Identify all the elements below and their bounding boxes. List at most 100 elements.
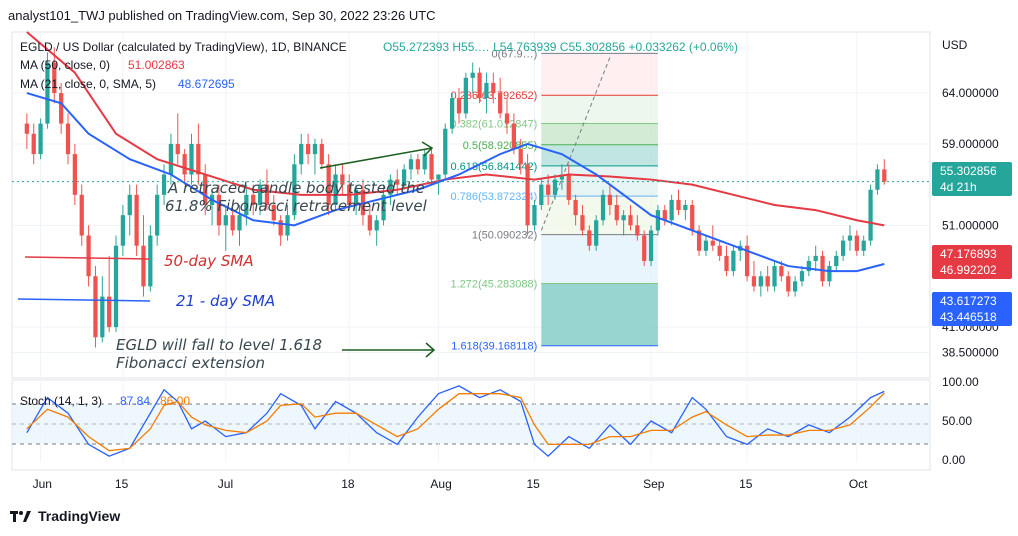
candle-body-61 <box>443 128 448 175</box>
candle-body-25 <box>196 143 201 175</box>
price-badge-0 <box>932 162 1012 196</box>
stoch-axis: 100.00 50.00 0.00 <box>942 375 979 467</box>
candle-body-33 <box>251 194 256 205</box>
fib-band-2 <box>541 123 658 145</box>
candle-body-120 <box>847 235 853 241</box>
candle-body-112 <box>792 281 798 292</box>
candle-body-92 <box>655 210 661 231</box>
candle-body-62 <box>450 98 455 129</box>
candle-body-4 <box>52 62 57 94</box>
time-axis: Jun 15 Jul 18 Aug 15 Sep 15 Oct <box>33 477 869 491</box>
fib-band-0 <box>541 53 658 96</box>
candle-body-124 <box>875 169 880 190</box>
ma21-line <box>26 92 885 273</box>
candle-body-75 <box>539 184 544 205</box>
stoch-k-line <box>26 385 885 457</box>
candle-body-15 <box>127 194 132 216</box>
candle-body-6 <box>65 123 71 155</box>
candle-body-7 <box>72 154 78 195</box>
fib-band-3 <box>541 144 658 166</box>
candle-body-71 <box>511 123 517 150</box>
fib-trend-line <box>540 57 611 231</box>
price-badge-2 <box>932 292 1012 326</box>
tradingview-logo[interactable]: TradingView <box>10 508 120 524</box>
price-badge-1 <box>932 245 1012 279</box>
candle-body-117 <box>827 266 832 282</box>
candle-body-18 <box>148 235 153 287</box>
tradingview-brand: TradingView <box>38 508 121 524</box>
candle-body-63 <box>456 98 462 114</box>
annotation-retrace-2: 61.8% Fibonacci retracement level <box>165 197 428 215</box>
candle-body-21 <box>168 143 174 175</box>
fib-zone: 0(67.9…) 0.236(63.792652) 0.382(61.012847)… <box>450 48 658 353</box>
candle-body-76 <box>546 184 551 195</box>
candle-body-3 <box>45 62 50 124</box>
annotation-sma50: 50-day SMA <box>164 252 254 270</box>
price-badge-sub-1: 46.992202 <box>940 263 997 277</box>
candle-body-101 <box>717 245 722 256</box>
candle-body-78 <box>559 174 565 180</box>
candle-body-122 <box>861 240 866 251</box>
candle-body-85 <box>607 194 613 205</box>
annotation-sma21: 21 - day SMA <box>176 292 275 310</box>
candle-body-37 <box>278 220 283 236</box>
stoch-lines <box>26 385 885 457</box>
price-badge-sub-2: 43.446518 <box>940 310 997 324</box>
candle-body-13 <box>113 245 119 328</box>
price-badge-sub-0: 4d 21h <box>940 180 977 194</box>
candle-body-82 <box>587 230 592 246</box>
ma50-line <box>26 31 885 227</box>
candle-body-64 <box>463 77 468 114</box>
annotation-arrow-retrace <box>319 147 433 169</box>
candle-body-17 <box>141 245 146 287</box>
price-tick-0: 64.000000 <box>942 86 999 100</box>
fib-band-5 <box>541 196 658 235</box>
sma50-pointer-line <box>24 256 151 260</box>
candle-body-74 <box>532 205 537 226</box>
ohlc-legend: O55.272393 H55.… L54.763939 C55.302856 +… <box>383 40 738 54</box>
candle-body-111 <box>786 276 791 292</box>
annotation-fall-2: Fibonacci extension <box>116 354 265 372</box>
fib-level-label-3: 0.5(58.920855) <box>463 140 538 152</box>
candle-body-77 <box>552 179 558 195</box>
time-tick-2: Jul <box>218 477 233 491</box>
candle-body-36 <box>271 205 276 221</box>
candle-body-113 <box>799 271 805 282</box>
candle-body-12 <box>107 296 112 328</box>
candle-body-110 <box>779 266 784 277</box>
time-tick-1: 15 <box>115 477 129 491</box>
price-tick-1: 59.000000 <box>942 137 999 151</box>
candle-body-114 <box>806 260 811 272</box>
candle-body-52 <box>381 194 386 221</box>
candle-body-53 <box>388 179 393 195</box>
time-tick-7: 15 <box>739 477 753 491</box>
candle-body-93 <box>662 210 667 221</box>
candle-body-65 <box>470 72 475 78</box>
candle-body-83 <box>594 220 599 246</box>
symbol-legend: EGLD / US Dollar (calculated by TradingV… <box>20 40 347 54</box>
candle-body-102 <box>724 255 729 272</box>
stoch-legend-label: Stoch (14, 1, 3) <box>20 394 102 408</box>
candle-body-87 <box>621 215 626 221</box>
candle-body-60 <box>436 174 441 180</box>
candle-body-42 <box>312 143 318 155</box>
candle-body-121 <box>854 235 859 251</box>
stoch-tick-1: 50.00 <box>942 414 972 428</box>
candle-body-10 <box>93 276 98 338</box>
time-tick-3: 18 <box>341 477 355 491</box>
candle-body-80 <box>573 199 578 216</box>
candle-body-0 <box>24 123 29 134</box>
candle-body-57 <box>415 159 420 170</box>
candle-body-70 <box>504 113 510 124</box>
candle-body-108 <box>765 276 770 287</box>
candle-body-100 <box>710 240 715 246</box>
sma21-pointer-line <box>17 298 151 302</box>
candle-body-86 <box>614 205 619 221</box>
candle-body-103 <box>731 250 736 272</box>
candle-body-30 <box>230 215 235 231</box>
candle-body-84 <box>600 194 606 221</box>
publish-info: analyst101_TWJ published on TradingView.… <box>8 8 436 23</box>
price-badge-value-0: 55.302856 <box>940 164 997 178</box>
candle-body-123 <box>868 189 873 241</box>
candle-body-96 <box>683 205 688 211</box>
